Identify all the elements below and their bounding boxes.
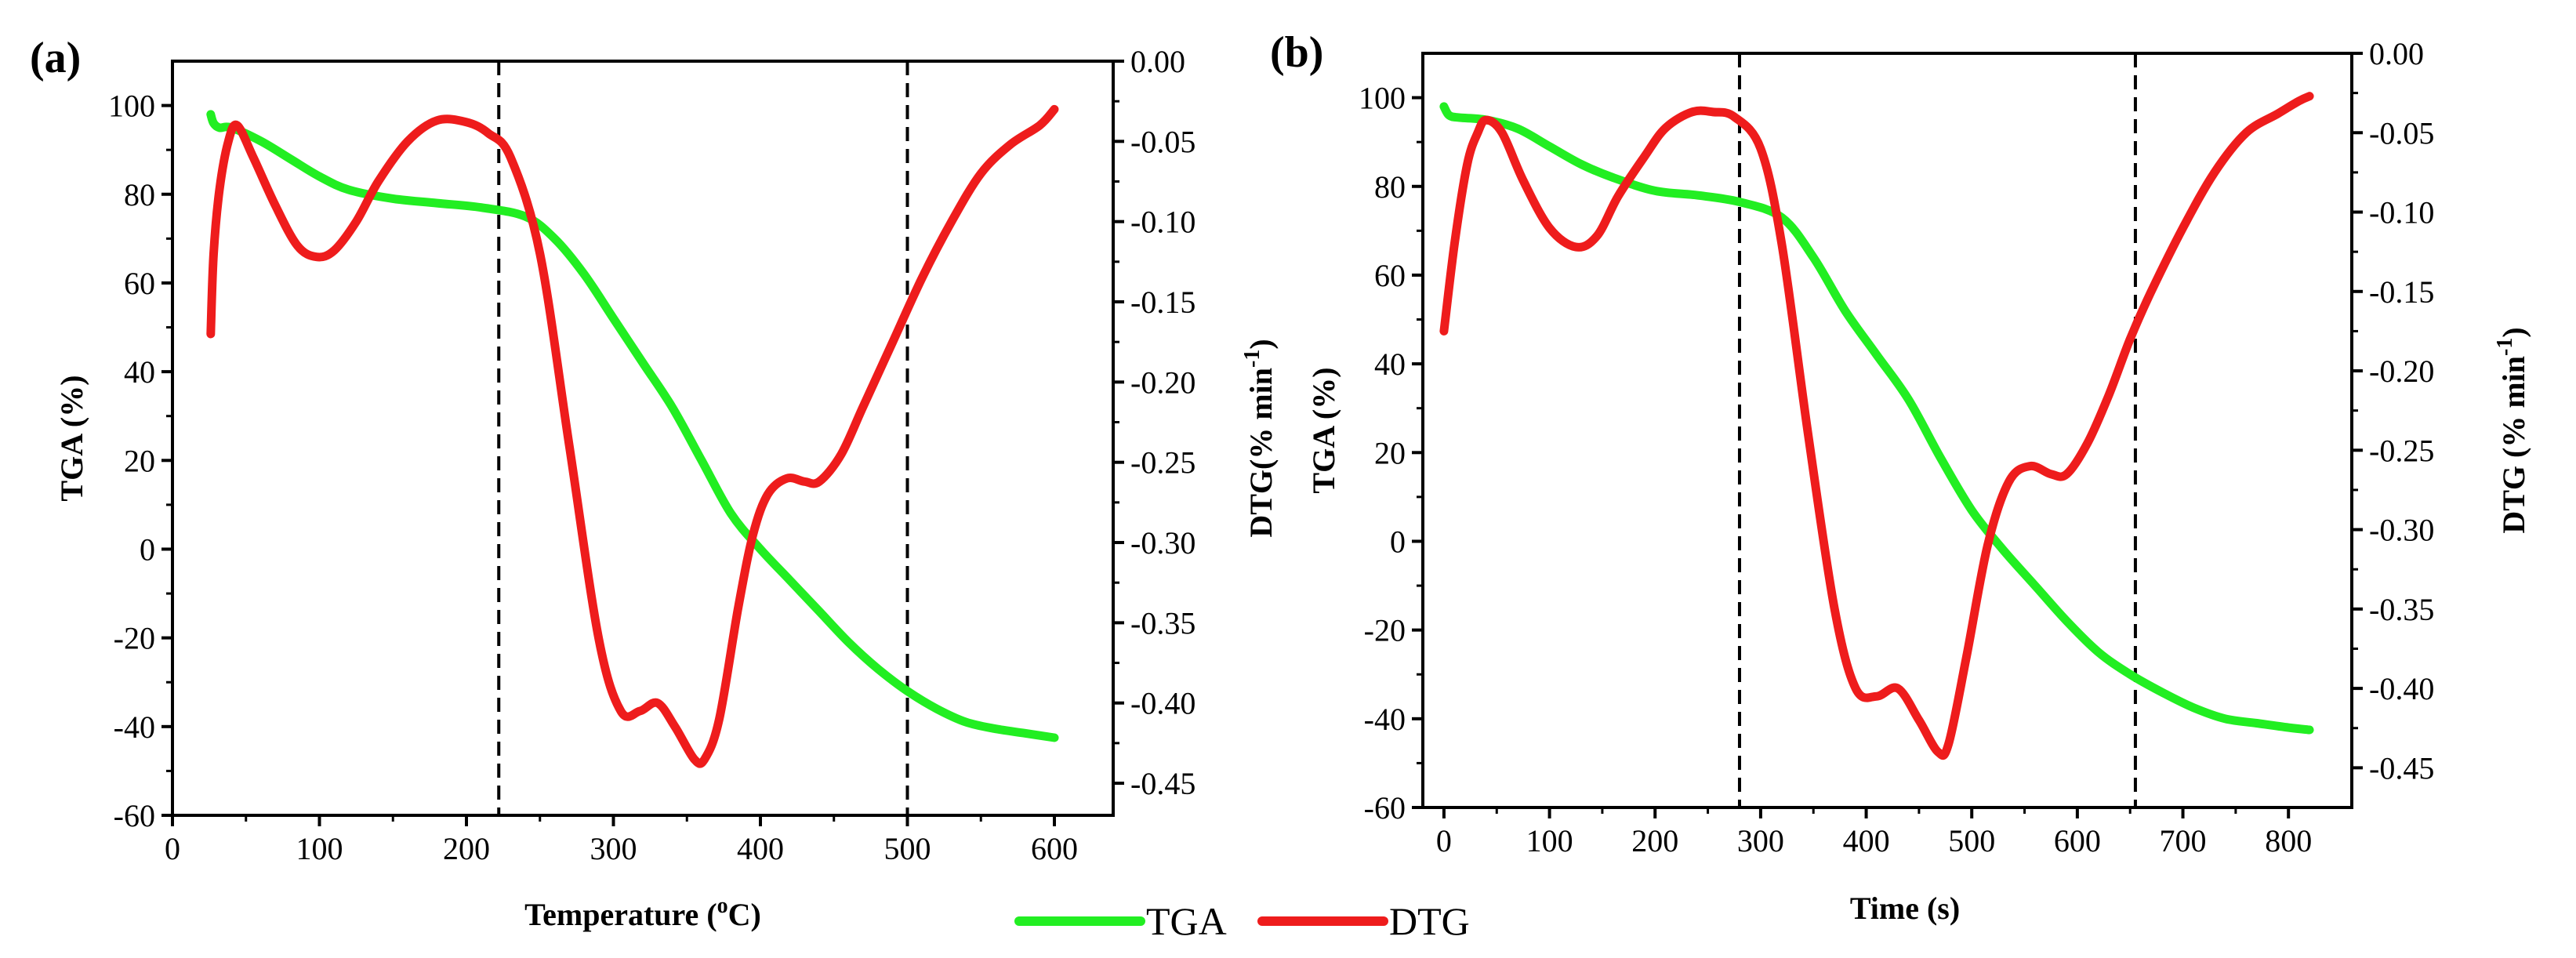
y2-tick-label: -0.25: [1130, 445, 1195, 481]
y-tick-label: -60: [114, 798, 155, 833]
y2-tick-label: -0.30: [1130, 525, 1195, 561]
y2-tick-label: 0.00: [1130, 44, 1185, 79]
x-tick-label: 200: [443, 831, 490, 866]
legend-label-dtg: DTG: [1389, 899, 1470, 943]
y-tick-label: 40: [1374, 347, 1406, 382]
x-tick-label: 500: [884, 831, 931, 866]
y-tick-label: -20: [1364, 613, 1406, 648]
y-tick-label: 100: [1359, 81, 1406, 116]
right-axis-title: DTG (% min-1): [2493, 327, 2531, 533]
y2-tick-label: -0.25: [2369, 433, 2434, 468]
y-tick-label: 80: [124, 177, 155, 212]
series-lines: [206, 104, 1059, 768]
x-tick-label: 800: [2265, 823, 2312, 858]
x-tick-label: 500: [1948, 823, 1995, 858]
y-tick-label: 40: [124, 354, 155, 390]
panel-label: (b): [1270, 28, 1323, 77]
y-tick-label: -40: [114, 709, 155, 745]
reference-lines: [1737, 53, 2137, 807]
y-tick-label: 60: [1374, 258, 1406, 293]
series-line-tga: [1439, 102, 2314, 735]
y2-tick-label: -0.05: [2369, 115, 2434, 151]
y2-tick-label: -0.40: [1130, 686, 1195, 721]
y2-tick-label: -0.30: [2369, 513, 2434, 548]
x-tick-label: 0: [1436, 823, 1452, 858]
plot-frame: [171, 60, 1115, 817]
x-tick-label: 600: [1031, 831, 1078, 866]
y-tick-label: 80: [1374, 169, 1406, 205]
y2-tick-label: -0.45: [1130, 766, 1195, 801]
series-line-tga: [206, 110, 1059, 742]
x-axis-ticks: 0 100 200 300 400 500 600: [165, 815, 1078, 866]
left-axis-title: TGA (%): [1306, 367, 1341, 493]
x-tick-label: 200: [1631, 823, 1678, 858]
panel-label: (a): [30, 34, 81, 82]
y2-tick-label: -0.20: [2369, 354, 2434, 389]
legend-label-tga: TGA: [1146, 899, 1227, 943]
x-tick-label: 100: [296, 831, 343, 866]
series-line-dtg: [1439, 92, 2314, 760]
x-tick-label: 0: [165, 831, 180, 866]
x-tick-label: 300: [590, 831, 637, 866]
y-tick-label: -40: [1364, 702, 1406, 737]
y2-tick-label: -0.10: [1130, 205, 1195, 240]
y2-tick-label: 0.00: [2369, 36, 2424, 71]
y-tick-label: 0: [1390, 524, 1406, 559]
left-axis-title: TGA (%): [54, 375, 89, 501]
x-tick-label: 400: [1843, 823, 1890, 858]
x-tick-label: 600: [2054, 823, 2101, 858]
y-tick-label: -20: [114, 621, 155, 656]
y-tick-label: 0: [140, 532, 155, 567]
legend: TGA DTG: [1014, 899, 1470, 943]
right-axis-ticks: -0.45 -0.40 -0.35 -0.30 -0.25 -0.20 -0.15 -0.10…: [1113, 44, 1195, 801]
panel-b: (b) 0 100 200 300 400 500 600 700 800 -60-40-200…: [1270, 28, 2531, 926]
right-axis-ticks: -0.45 -0.40 -0.35 -0.30 -0.25 -0.20 -0.15 -0.10…: [2352, 36, 2434, 786]
y2-tick-label: -0.35: [2369, 592, 2434, 627]
x-axis-title: Temperature (oC): [524, 894, 761, 932]
y-tick-label: 20: [1374, 435, 1406, 470]
plot-frame: [1421, 52, 2353, 809]
y2-tick-label: -0.40: [2369, 671, 2434, 706]
y2-tick-label: -0.35: [1130, 605, 1195, 640]
series-lines: [1439, 92, 2314, 760]
x-tick-label: 400: [737, 831, 784, 866]
left-axis-ticks: -60 -40 -20 0 20 40 60 80 100: [1359, 81, 1423, 826]
x-axis-title: Time (s): [1850, 891, 1960, 926]
y2-tick-label: -0.15: [2369, 274, 2434, 310]
y2-tick-label: -0.10: [2369, 195, 2434, 230]
y-tick-label: 20: [124, 443, 155, 478]
right-axis-title: DTG(% min-1): [1240, 339, 1279, 537]
y2-tick-label: -0.20: [1130, 365, 1195, 400]
x-axis-ticks: 0 100 200 300 400 500 600 700 800: [1436, 807, 2312, 858]
y2-tick-label: -0.15: [1130, 285, 1195, 320]
y-tick-label: -60: [1364, 790, 1406, 826]
y2-tick-label: -0.45: [2369, 750, 2434, 786]
x-tick-label: 300: [1737, 823, 1784, 858]
y2-tick-label: -0.05: [1130, 124, 1195, 159]
y-tick-label: 60: [124, 266, 155, 301]
series-line-dtg: [206, 104, 1059, 768]
x-tick-label: 700: [2160, 823, 2207, 858]
y-tick-label: 100: [108, 89, 155, 124]
x-tick-label: 100: [1526, 823, 1573, 858]
left-axis-ticks: -60 -40 -20 0 20 40 60 80 100: [108, 89, 172, 833]
panel-a: (a) 0 100 200 300 400 500 600 -60 -40 -20 0 20 40 60…: [30, 34, 1279, 932]
